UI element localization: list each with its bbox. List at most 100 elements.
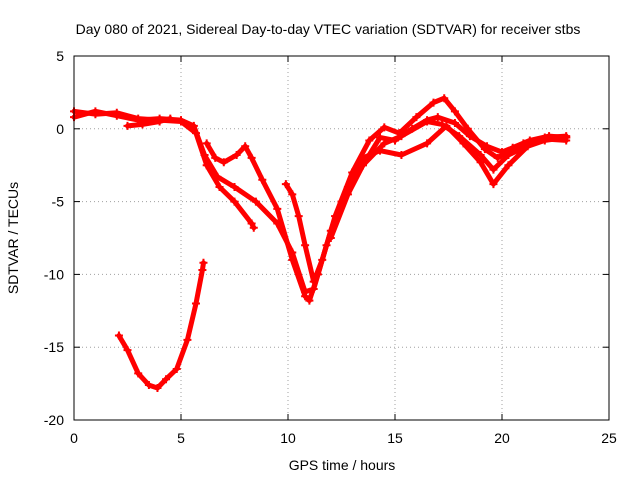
data-point-marker: [301, 241, 310, 250]
data-point-marker: [251, 197, 260, 206]
data-point-marker: [258, 175, 267, 184]
y-tick-label: -10: [44, 266, 64, 282]
data-point-marker: [123, 121, 132, 130]
x-axis-label: GPS time / hours: [289, 457, 396, 473]
data-point-marker: [172, 365, 181, 374]
data-point-marker: [442, 121, 451, 130]
data-point-marker: [215, 183, 224, 192]
data-point-marker: [112, 108, 121, 117]
y-tick-label: -20: [44, 412, 64, 428]
data-point-marker: [247, 219, 256, 228]
data-point-marker: [191, 299, 200, 308]
data-point-marker: [483, 142, 492, 151]
x-tick-label: 20: [494, 430, 510, 446]
series-line-track-6: [116, 260, 206, 391]
data-point-marker: [114, 331, 123, 340]
series-line-track-4: [283, 95, 569, 285]
x-tick-label: 5: [177, 430, 185, 446]
data-point-marker: [450, 118, 459, 127]
data-point-marker: [489, 165, 498, 174]
data-point-marker: [476, 158, 485, 167]
data-point-marker: [433, 113, 442, 122]
data-point-marker: [199, 258, 208, 267]
data-point-marker: [134, 369, 143, 378]
data-point-marker: [191, 129, 200, 138]
data-point-marker: [476, 151, 485, 160]
y-tick-label: -5: [52, 194, 65, 210]
data-point-marker: [294, 212, 303, 221]
data-point-marker: [202, 161, 211, 170]
data-point-marker: [343, 190, 352, 199]
data-series: [70, 94, 571, 392]
data-point-marker: [162, 375, 171, 384]
data-point-marker: [380, 123, 389, 132]
data-point-marker: [318, 255, 327, 264]
data-point-marker: [326, 234, 335, 242]
data-point-marker: [241, 142, 250, 151]
x-tick-label: 0: [70, 430, 78, 446]
data-point-marker: [249, 223, 258, 232]
y-tick-label: -15: [44, 339, 64, 355]
data-point-marker: [376, 146, 385, 155]
data-point-marker: [281, 180, 290, 189]
data-point-marker: [489, 180, 498, 189]
y-tick-label: 5: [56, 48, 64, 64]
grid-lines: [74, 56, 609, 420]
data-point-marker: [123, 346, 132, 355]
data-point-marker: [412, 113, 421, 122]
y-tick-label: 0: [56, 121, 64, 137]
tick-labels: 0 5 10 15 20 25 -20 -15 -10 -5 0 5: [44, 48, 617, 446]
data-point-marker: [288, 255, 297, 264]
data-point-marker: [440, 94, 449, 103]
data-point-marker: [493, 153, 502, 162]
data-point-marker: [273, 204, 282, 213]
plot-frame: [73, 55, 610, 421]
data-point-marker: [153, 383, 162, 392]
data-point-marker: [309, 277, 318, 286]
data-point-marker: [247, 153, 256, 162]
data-point-marker: [365, 136, 374, 145]
chart-title: Day 080 of 2021, Sidereal Day-to-day VTE…: [76, 21, 581, 37]
x-tick-label: 10: [280, 430, 296, 446]
data-point-marker: [288, 190, 297, 199]
data-point-marker: [397, 151, 406, 160]
data-point-marker: [230, 197, 239, 206]
data-point-marker: [134, 114, 143, 123]
data-point-marker: [408, 124, 417, 133]
data-point-marker: [391, 136, 399, 145]
data-point-marker: [183, 335, 192, 344]
data-point-marker: [211, 153, 220, 162]
data-point-marker: [504, 161, 513, 170]
data-point-marker: [348, 168, 357, 177]
data-point-marker: [519, 139, 528, 148]
data-point-marker: [423, 116, 432, 125]
data-point-marker: [423, 139, 432, 148]
data-point-marker: [465, 132, 474, 141]
x-tick-label: 25: [601, 430, 617, 446]
y-axis-label: SDTVAR / TECUs: [5, 182, 21, 294]
data-point-marker: [230, 183, 239, 192]
data-point-marker: [138, 120, 147, 129]
data-point-marker: [166, 114, 175, 123]
data-point-marker: [459, 139, 468, 148]
data-point-marker: [429, 98, 438, 107]
data-point-marker: [540, 134, 549, 143]
data-point-marker: [305, 296, 314, 305]
data-point-marker: [376, 133, 385, 142]
series-line-track-7: [125, 116, 173, 129]
data-point-marker: [450, 107, 459, 116]
data-point-marker: [177, 117, 185, 126]
data-point-marker: [301, 292, 310, 301]
data-point-marker: [91, 110, 100, 119]
data-point-marker: [155, 117, 164, 126]
data-point-marker: [358, 161, 367, 170]
series-line-track-5: [328, 114, 569, 241]
data-point-marker: [498, 148, 506, 157]
data-point-marker: [202, 139, 211, 148]
data-point-marker: [198, 266, 207, 275]
data-point-marker: [232, 151, 241, 160]
x-tick-label: 15: [387, 430, 403, 446]
data-point-marker: [562, 136, 571, 145]
data-point-marker: [144, 381, 153, 390]
